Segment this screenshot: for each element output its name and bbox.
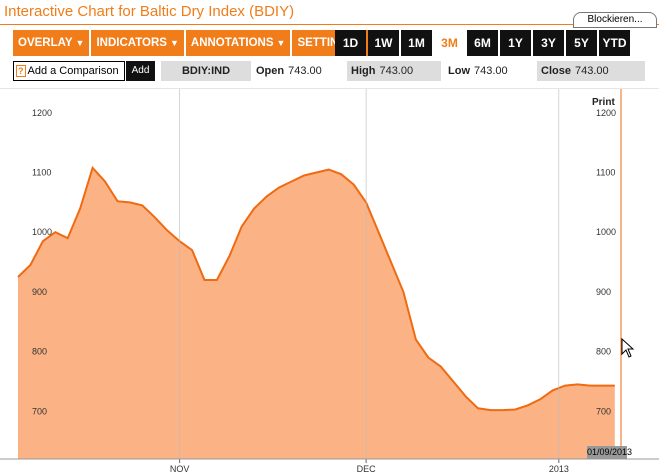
- x-tick-label: DEC: [357, 464, 377, 474]
- time-range-selector: 1D 1W 1M 3M 6M 1Y 3Y 5Y YTD: [335, 30, 630, 56]
- y-tick-label-right: 700: [596, 406, 611, 416]
- y-tick-label-right: 800: [596, 347, 611, 357]
- print-link[interactable]: Print: [592, 97, 615, 108]
- indicators-menu-label: INDICATORS: [96, 37, 167, 49]
- y-tick-label-right: 1000: [596, 227, 616, 237]
- range-1y[interactable]: 1Y: [500, 30, 531, 56]
- y-tick-label-left: 700: [32, 406, 47, 416]
- range-ytd[interactable]: YTD: [599, 30, 630, 56]
- caret-down-icon: ▼: [75, 38, 85, 48]
- add-comparison-button[interactable]: Add: [126, 61, 155, 81]
- range-1m[interactable]: 1M: [401, 30, 432, 56]
- y-tick-label-right: 1100: [596, 168, 615, 178]
- comparison-placeholder: Add a Comparison: [27, 65, 119, 77]
- close-label: Close: [541, 65, 571, 77]
- y-tick-label-left: 900: [32, 287, 47, 297]
- x-tick-label: 2013: [549, 464, 569, 474]
- window-title: Interactive Chart for Baltic Dry Index (…: [4, 3, 295, 20]
- high-stat: High 743.00: [347, 61, 441, 81]
- open-label: Open: [256, 65, 285, 77]
- comparison-input[interactable]: ? Add a Comparison: [13, 61, 125, 81]
- close-value: 743.00: [574, 65, 609, 77]
- range-3m[interactable]: 3M: [434, 30, 465, 56]
- block-button[interactable]: Blockieren...: [573, 12, 657, 28]
- chart-top-border: [0, 88, 659, 89]
- y-tick-label-left: 1200: [32, 108, 52, 118]
- range-6m[interactable]: 6M: [467, 30, 498, 56]
- price-line: [17, 165, 615, 412]
- mouse-cursor-icon: [621, 338, 635, 358]
- high-label: High: [351, 65, 376, 77]
- caret-down-icon: ▼: [276, 38, 286, 48]
- y-tick-label-right: 900: [596, 287, 611, 297]
- overlay-menu[interactable]: OVERLAY ▼: [13, 30, 92, 56]
- y-tick-label-left: 1000: [32, 227, 52, 237]
- annotations-menu-label: ANNOTATIONS: [190, 37, 274, 49]
- y-tick-label-right: 1200: [596, 108, 616, 118]
- range-1d[interactable]: 1D: [335, 30, 366, 56]
- low-value: 743.00: [474, 65, 508, 77]
- high-value: 743.00: [379, 65, 414, 77]
- low-stat: Low 743.00: [444, 61, 536, 81]
- x-tick-label: NOV: [170, 464, 190, 474]
- indicators-menu[interactable]: INDICATORS ▼: [91, 30, 186, 56]
- y-tick-label-left: 800: [32, 347, 47, 357]
- open-value: 743.00: [288, 65, 322, 77]
- range-3y[interactable]: 3Y: [533, 30, 564, 56]
- range-5y[interactable]: 5Y: [566, 30, 597, 56]
- title-divider: [0, 24, 659, 25]
- annotations-menu[interactable]: ANNOTATIONS ▼: [185, 30, 293, 56]
- overlay-menu-label: OVERLAY: [18, 37, 73, 49]
- help-icon[interactable]: ?: [16, 65, 26, 77]
- bdi-area-chart[interactable]: 700 700 800 800 900 900 1000 1000 1100 1100 1200 12…: [0, 89, 659, 475]
- price-area: [18, 167, 615, 460]
- y-tick-label-left: 1100: [32, 168, 51, 178]
- current-date-badge: 01/09/2013: [587, 446, 633, 459]
- caret-down-icon: ▼: [169, 38, 179, 48]
- low-label: Low: [448, 65, 470, 77]
- range-1w[interactable]: 1W: [368, 30, 399, 56]
- chart-menu-bar: OVERLAY ▼ INDICATORS ▼ ANNOTATIONS ▼ SETTIN…: [13, 30, 374, 56]
- open-stat: Open 743.00: [252, 61, 344, 81]
- close-stat: Close 743.00: [537, 61, 645, 81]
- ticker-symbol: BDIY:IND: [161, 61, 251, 81]
